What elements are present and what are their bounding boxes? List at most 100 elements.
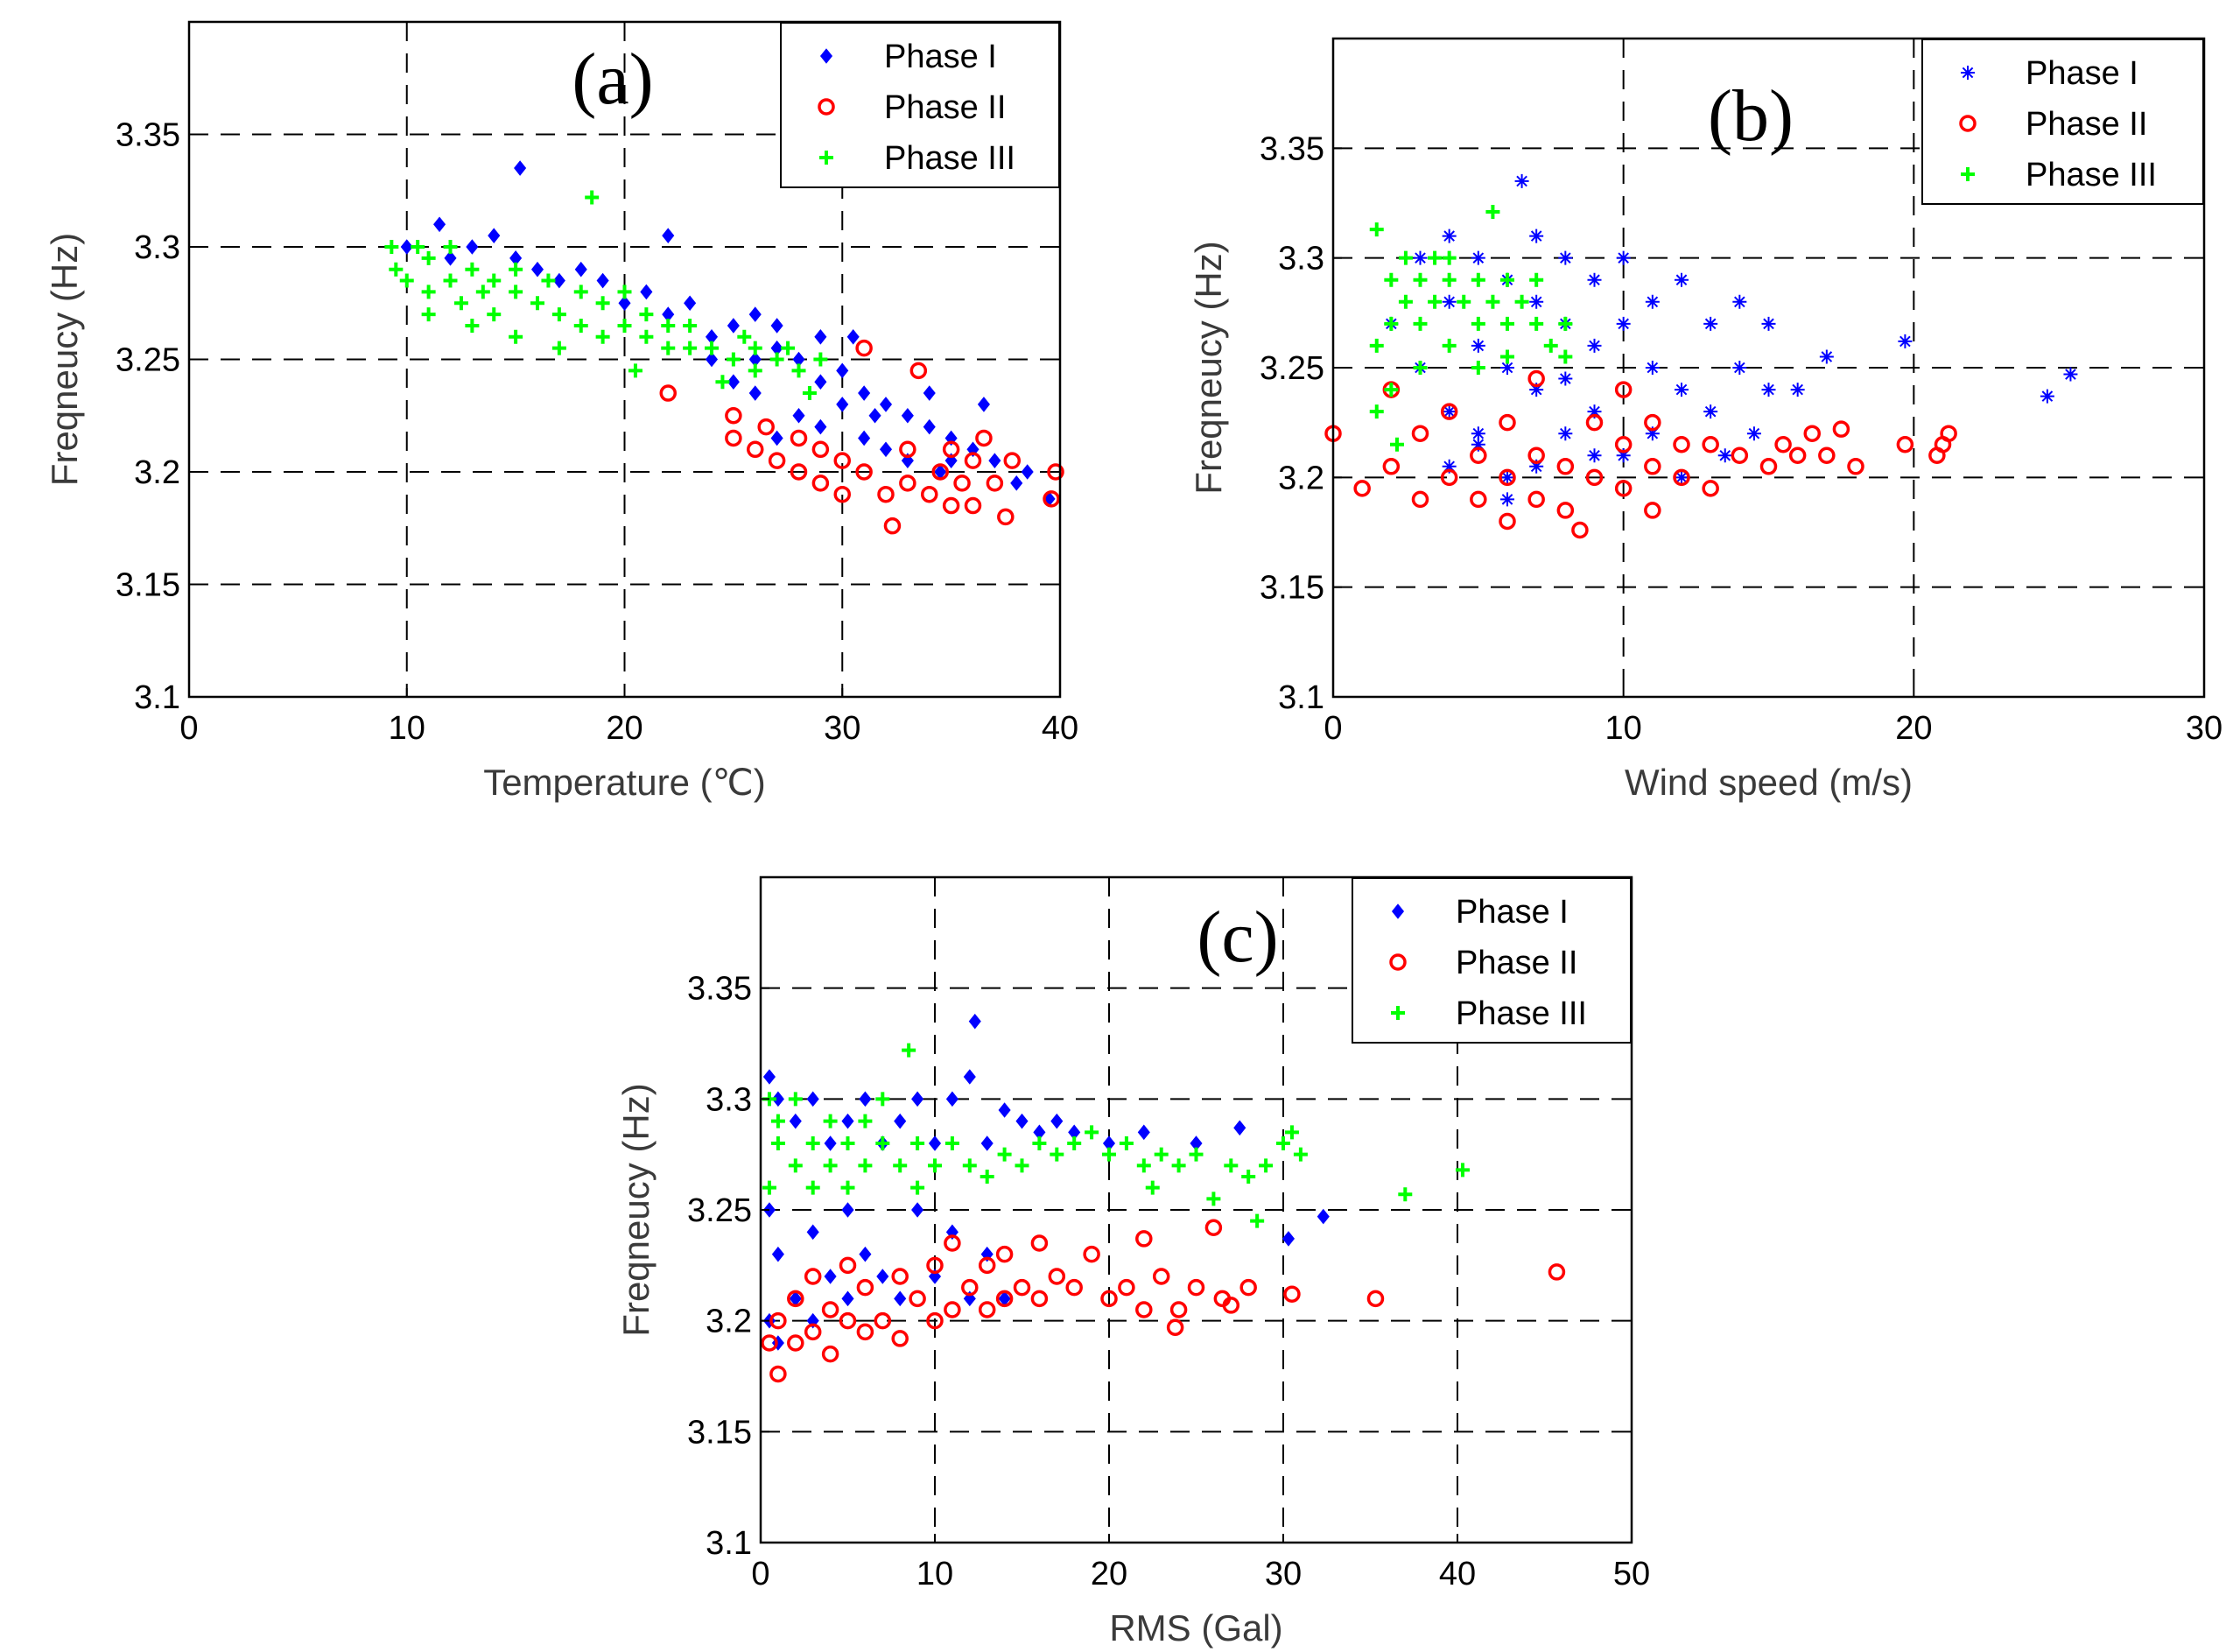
data-point [859,1091,872,1107]
y-tick-label: 3.25 [687,1192,752,1229]
data-point [1369,338,1384,353]
data-point [1241,1170,1256,1184]
data-point [792,407,805,424]
data-point [1485,205,1500,220]
data-point [1471,250,1485,265]
data-point [1616,250,1631,265]
data-point [1136,1158,1151,1173]
data-point [1702,480,1719,497]
data-point [2040,389,2054,404]
data-point [1471,426,1485,441]
data-point [769,1311,787,1330]
data-point [1050,1147,1064,1162]
legend-entry: Phase I [1456,894,1569,931]
data-point [1276,1136,1290,1150]
data-point [1389,437,1404,452]
data-point [921,485,938,503]
data-point [858,1158,873,1173]
data-point [923,418,936,435]
data-point [1673,435,1690,453]
data-point [618,295,631,312]
data-point [995,1290,1014,1308]
data-point [683,318,698,333]
data-point [1832,420,1850,438]
y-tick-label: 3.3 [134,229,180,266]
data-point [841,1202,854,1218]
data-point [980,1135,994,1151]
data-point [1442,250,1457,265]
data-point [1413,272,1428,287]
data-point [879,441,893,458]
data-point [1558,316,1573,331]
data-point [1043,490,1060,508]
data-point [1187,1278,1205,1297]
data-point [1803,425,1821,442]
x-tick-label: 0 [751,1556,769,1592]
data-point [1021,464,1034,480]
data-point [1206,1192,1221,1206]
legend-marker [1961,167,1975,181]
data-point [986,475,1004,492]
series-phase-ii [659,339,1064,535]
data-point [761,1334,778,1352]
x-tick-label: 20 [606,710,643,747]
data-point [617,318,632,333]
data-point [1440,468,1458,487]
legend: Phase I Phase II Phase III [780,22,1060,188]
legend-marker [1391,903,1405,919]
series-phase-iii [1369,205,1573,452]
data-point [962,1158,977,1173]
data-point [1455,1163,1470,1177]
legend-entry: Phase III [2026,157,2157,193]
data-point [901,407,914,424]
data-point [1152,1268,1170,1285]
legend-entry: Phase II [2026,106,2147,143]
data-point [858,385,871,401]
y-tick-label: 3.1 [706,1525,752,1562]
data-point [1065,1278,1083,1297]
data-point [1614,480,1633,497]
data-point [997,1147,1012,1162]
data-point [1398,294,1413,309]
data-point [596,272,609,289]
y-tick-label: 3.2 [706,1304,752,1340]
data-point [781,341,796,355]
data-point [1030,1234,1049,1252]
data-point [509,329,523,344]
x-tick-label: 0 [179,710,198,747]
data-point [811,475,830,492]
data-point [1085,1125,1099,1140]
data-point [1442,338,1457,353]
data-point [1440,403,1458,420]
data-point [891,1330,909,1347]
data-point [659,384,677,402]
data-point [541,273,556,288]
data-point [1731,446,1749,465]
legend-marker [1389,953,1407,971]
data-point [961,1278,979,1297]
data-point [1282,1231,1296,1247]
data-point [552,272,565,289]
data-point [980,1170,994,1184]
data-point [858,1114,873,1128]
x-tick-label: 30 [824,710,860,747]
data-point [770,430,783,446]
data-point [1135,1230,1153,1248]
data-point [1645,361,1660,375]
data-point [1500,316,1514,331]
data-point [1284,1125,1299,1140]
legend-marker [1959,115,1977,132]
legend-marker [819,48,833,64]
data-point [1428,294,1443,309]
data-point [1500,349,1514,364]
data-point [1587,448,1602,463]
x-tick-label: 10 [916,1556,953,1592]
data-point [1384,383,1399,397]
y-tick-label: 3.2 [1278,460,1324,496]
data-point [661,341,676,355]
data-point [868,407,881,424]
data-point [1759,458,1778,475]
data-point [945,1091,958,1107]
data-point [595,329,610,344]
data-point [1100,1290,1118,1308]
